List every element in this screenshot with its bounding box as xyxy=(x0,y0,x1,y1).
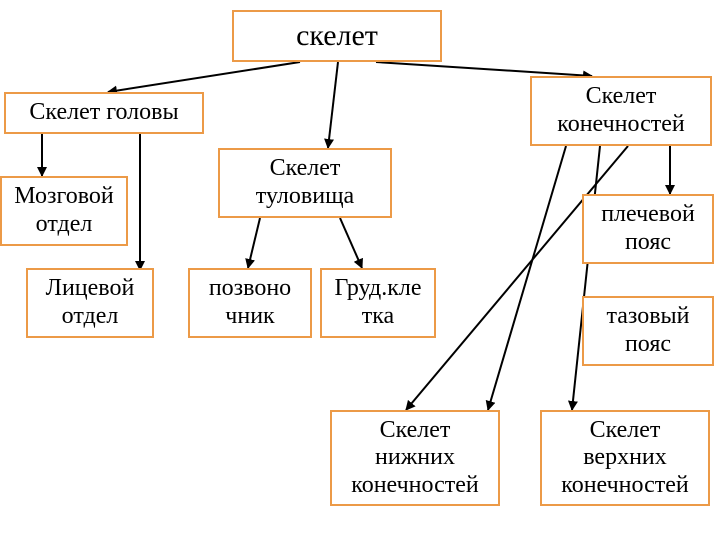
node-label: плечевой пояс xyxy=(601,201,695,256)
node-label: Груд.кле тка xyxy=(334,275,421,330)
node-label: Скелет конечностей xyxy=(557,83,685,138)
node-lower: Скелет нижних конечностей xyxy=(330,410,500,506)
node-label: тазовый пояс xyxy=(606,303,689,358)
node-face: Лицевой отдел xyxy=(26,268,154,338)
edge-arrow xyxy=(248,218,260,268)
node-should: плечевой пояс xyxy=(582,194,714,264)
node-label: позвоно чник xyxy=(209,275,291,330)
node-label: Мозговой отдел xyxy=(14,183,113,238)
node-head: Скелет головы xyxy=(4,92,204,134)
diagram-stage: скелет Скелет головы Скелет туловища Скелет… xyxy=(0,0,720,540)
node-label: Скелет головы xyxy=(29,99,178,127)
edge-arrow xyxy=(488,146,566,410)
node-label: скелет xyxy=(296,19,378,54)
edge-arrow xyxy=(376,62,592,76)
node-chest: Груд.кле тка xyxy=(320,268,436,338)
edge-arrow xyxy=(340,218,362,268)
node-spine: позвоно чник xyxy=(188,268,312,338)
edge-arrow xyxy=(108,62,300,92)
node-upper: Скелет верхних конечностей xyxy=(540,410,710,506)
edge-arrow xyxy=(328,62,338,148)
node-label: Скелет нижних конечностей xyxy=(351,417,479,500)
node-trunk: Скелет туловища xyxy=(218,148,392,218)
node-label: Скелет туловища xyxy=(256,155,354,210)
node-label: Лицевой отдел xyxy=(46,275,135,330)
node-brain: Мозговой отдел xyxy=(0,176,128,246)
node-label: Скелет верхних конечностей xyxy=(561,417,689,500)
edge-arrow xyxy=(406,146,628,410)
node-root: скелет xyxy=(232,10,442,62)
node-limbs: Скелет конечностей xyxy=(530,76,712,146)
node-pelvis: тазовый пояс xyxy=(582,296,714,366)
edge-arrow xyxy=(572,146,600,410)
